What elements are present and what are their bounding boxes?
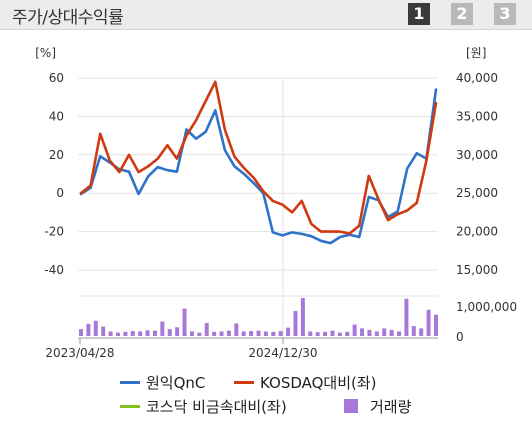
volume-axis-ticks: 1,000,000 0 <box>456 300 517 344</box>
volume-bar <box>300 298 305 336</box>
volume-bar <box>323 331 328 336</box>
volume-bar <box>93 320 98 336</box>
volume-bar <box>345 331 350 336</box>
volume-bar <box>175 327 180 336</box>
volume-bar <box>204 323 209 336</box>
grid-lines <box>78 77 438 338</box>
volume-bar <box>271 331 276 336</box>
volume-bar <box>182 308 187 336</box>
volume-bar <box>197 332 202 336</box>
series-lines <box>79 80 438 245</box>
legend-label-kosdaq: KOSDAQ대비(좌) <box>260 374 377 392</box>
right-tick-label: 35,000 <box>456 109 498 123</box>
volume-bar <box>360 328 365 336</box>
tab-2[interactable]: 2 <box>451 3 473 25</box>
series-line-stock <box>79 88 438 245</box>
volume-bar <box>101 326 106 336</box>
right-tick-label: 25,000 <box>456 186 498 200</box>
x-axis-ticks: 2023/04/28 2024/12/30 <box>45 338 318 360</box>
legend-label-volume: 거래량 <box>370 398 412 416</box>
tab-3[interactable]: 3 <box>494 3 516 25</box>
volume-bar <box>330 330 335 336</box>
volume-bar <box>79 329 83 336</box>
volume-bars <box>79 298 438 336</box>
chart-title: 주가/상대수익률 <box>12 8 124 28</box>
volume-bar <box>241 331 246 336</box>
volume-bar <box>397 331 402 336</box>
volume-bar <box>374 331 379 336</box>
left-tick-label: 40 <box>49 109 64 123</box>
volume-bar <box>86 323 91 336</box>
volume-bar <box>263 331 268 336</box>
left-tick-label: -20 <box>44 225 64 239</box>
chart-canvas: [%] [원] 60 40 20 0 -20 -40 40,000 35,000 30,000… <box>35 46 517 360</box>
legend-swatch-stock <box>120 381 140 384</box>
volume-bar <box>234 323 239 336</box>
volume-bar <box>108 331 113 336</box>
volume-bar <box>212 331 217 336</box>
volume-bar <box>123 331 128 336</box>
volume-bar <box>315 332 320 336</box>
volume-bar <box>278 331 283 336</box>
right-axis-ticks: 40,000 35,000 30,000 25,000 20,000 15,000 <box>456 71 498 277</box>
volume-bar <box>352 324 357 336</box>
volume-bar <box>115 332 120 336</box>
left-tick-label: 60 <box>49 71 64 85</box>
volume-bar <box>256 330 261 336</box>
volume-bar <box>389 329 394 336</box>
volume-bar <box>286 327 291 336</box>
left-tick-label: -40 <box>44 263 64 277</box>
volume-bar <box>426 309 431 336</box>
volume-tick-label: 0 <box>456 330 464 344</box>
legend-swatch-kosdaq <box>234 381 254 384</box>
left-axis-unit: [%] <box>35 46 56 60</box>
volume-bar <box>249 331 254 336</box>
volume-bar <box>138 331 143 336</box>
left-tick-label: 20 <box>49 148 64 162</box>
right-tick-label: 30,000 <box>456 148 498 162</box>
volume-bar <box>226 330 231 336</box>
volume-bar <box>167 329 172 336</box>
volume-bar <box>189 331 194 336</box>
volume-bar <box>130 331 135 336</box>
tab-1[interactable]: 1 <box>408 3 430 25</box>
volume-bar <box>308 331 313 336</box>
x-tick-label: 2024/12/30 <box>248 346 317 360</box>
volume-tick-label: 1,000,000 <box>456 300 517 314</box>
volume-bar <box>152 330 157 336</box>
volume-bar <box>434 314 438 336</box>
legend-label-stock: 원익QnC <box>146 374 206 392</box>
right-tick-label: 20,000 <box>456 225 498 239</box>
volume-bar <box>293 310 298 336</box>
volume-bar <box>382 328 387 336</box>
volume-bar <box>404 298 409 336</box>
left-axis-ticks: 60 40 20 0 -20 -40 <box>44 71 64 277</box>
volume-bar <box>160 321 165 336</box>
legend-swatch-sector <box>120 405 140 408</box>
left-tick-label: 0 <box>56 186 64 200</box>
chart-header: 주가/상대수익률 1 2 3 <box>0 0 532 30</box>
volume-bar <box>419 328 424 336</box>
legend-label-sector: 코스닥 비금속대비(좌) <box>146 398 287 416</box>
volume-bar <box>145 330 150 336</box>
right-tick-label: 15,000 <box>456 263 498 277</box>
legend-swatch-volume <box>344 399 358 413</box>
x-tick-label: 2023/04/28 <box>45 346 114 360</box>
volume-bar <box>367 329 372 336</box>
volume-bar <box>219 331 224 336</box>
series-line-kosdaq <box>79 80 438 235</box>
right-tick-label: 40,000 <box>456 71 498 85</box>
volume-bar <box>411 326 416 336</box>
right-axis-unit: [원] <box>466 46 486 60</box>
volume-bar <box>337 332 342 336</box>
